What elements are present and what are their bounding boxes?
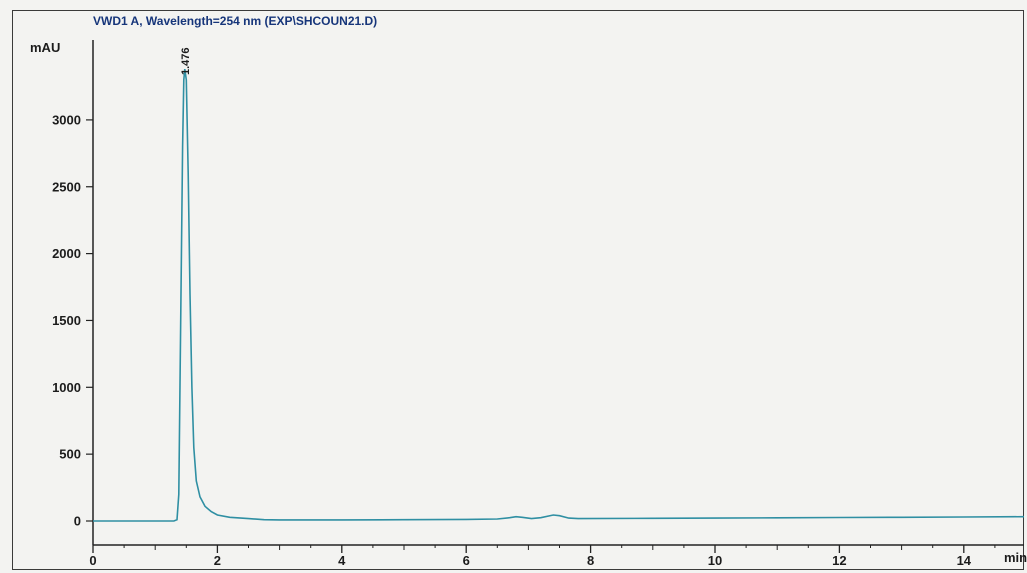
chromatogram-trace <box>93 68 1025 522</box>
x-axis-ticks: 0 2 4 6 8 10 12 14 <box>89 545 996 568</box>
y-tick-label: 2000 <box>52 246 81 261</box>
x-tick-label: 6 <box>463 553 470 568</box>
y-axis-unit-label: mAU <box>30 40 60 55</box>
y-tick-label: 3000 <box>52 112 81 127</box>
x-tick-label: 10 <box>708 553 722 568</box>
x-tick-label: 14 <box>957 553 972 568</box>
plot-frame <box>12 10 1024 570</box>
y-tick-label: 500 <box>59 447 81 462</box>
x-tick-label: 4 <box>338 553 346 568</box>
x-axis-unit-label: min <box>1004 550 1027 565</box>
x-tick-label: 2 <box>214 553 221 568</box>
peak-labels: 1.476 <box>180 47 192 75</box>
y-tick-label: 1500 <box>52 313 81 328</box>
y-tick-label: 1000 <box>52 380 81 395</box>
x-tick-label: 0 <box>89 553 96 568</box>
chart-title: VWD1 A, Wavelength=254 nm (EXP\SHCOUN21.… <box>93 14 377 28</box>
y-tick-label: 2500 <box>52 179 81 194</box>
y-axis-ticks: 0 500 1000 1500 2000 2500 3000 <box>52 112 93 529</box>
x-tick-label: 8 <box>587 553 594 568</box>
peak-retention-time-label: 1.476 <box>180 47 192 75</box>
x-tick-label: 12 <box>832 553 846 568</box>
y-tick-label: 0 <box>74 514 81 529</box>
